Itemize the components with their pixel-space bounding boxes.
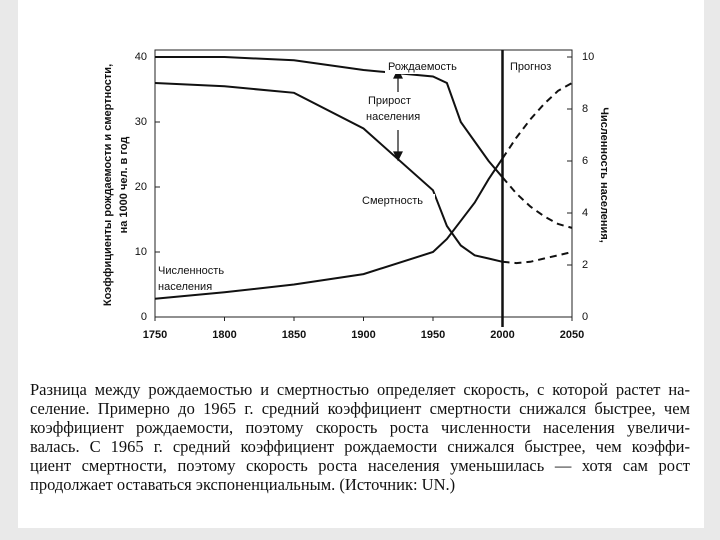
y2-tick-label: 2: [582, 259, 588, 271]
series-line: [154, 157, 504, 300]
y-axis-label: Коэффициенты рождаемости и смертности,: [102, 64, 114, 306]
x-tick-label: 1850: [282, 329, 306, 341]
series-line: [155, 56, 504, 178]
y2-axis-label: Численность населения,: [598, 107, 610, 243]
y-tick-label: 40: [135, 51, 147, 63]
slide-panel: [18, 0, 704, 528]
x-tick-label: 1950: [421, 329, 445, 341]
annotation: Смертность: [362, 195, 423, 207]
y2-tick-label: 0: [582, 311, 588, 323]
annotation: Прогноз: [510, 61, 551, 73]
series-forecast-line: [501, 82, 573, 159]
x-tick-label: 1800: [212, 329, 236, 341]
label-bg: [360, 194, 435, 208]
y2-tick-label: 6: [582, 155, 588, 167]
y-tick-label: 20: [135, 181, 147, 193]
annotation: Прирост: [368, 95, 411, 107]
annotation: Численность: [158, 265, 224, 277]
caption: Разница между рождаемостью и смертностью…: [30, 380, 690, 494]
label-bg: [385, 60, 475, 74]
series-forecast-line: [501, 176, 573, 229]
annotation: населения: [158, 281, 212, 293]
caption-line: продолжает оставаться экспоненциальным. …: [30, 475, 456, 494]
plot-frame: [154, 49, 573, 318]
caption-line: коэффициент рождаемости, поэтому скорост…: [30, 418, 690, 437]
caption-line: циент смертности, поэтому скорость роста…: [30, 456, 690, 475]
annotation: Рождаемость: [388, 61, 457, 73]
x-tick-label: 2000: [490, 329, 514, 341]
chart: 0 10 20 30 40 0 2 4 6 8 10 1750 1800 1850 1900 1950 2000…: [102, 49, 610, 341]
y-tick-label: 10: [135, 246, 147, 258]
x-tick-label: 1750: [143, 329, 167, 341]
annotation: населения: [366, 111, 420, 123]
y-tick-label: 30: [135, 116, 147, 128]
caption-line: селение. Примерно до 1965 г. средний коэ…: [30, 399, 690, 418]
series-forecast-line: [502, 251, 573, 265]
caption-line: Разница между рождаемостью и смертностью…: [30, 380, 690, 399]
y-tick-label: 0: [141, 311, 147, 323]
y2-tick-label: 8: [582, 103, 588, 115]
x-tick-label: 1900: [351, 329, 375, 341]
y2-tick-label: 4: [582, 207, 588, 219]
caption-line: валась. С 1965 г. средний коэффициент ро…: [30, 437, 690, 456]
series-line: [154, 82, 503, 263]
y2-tick-label: 10: [582, 51, 594, 63]
x-tick-label: 2050: [560, 329, 584, 341]
y-axis-label: на 1000 чел. в год: [118, 137, 130, 234]
